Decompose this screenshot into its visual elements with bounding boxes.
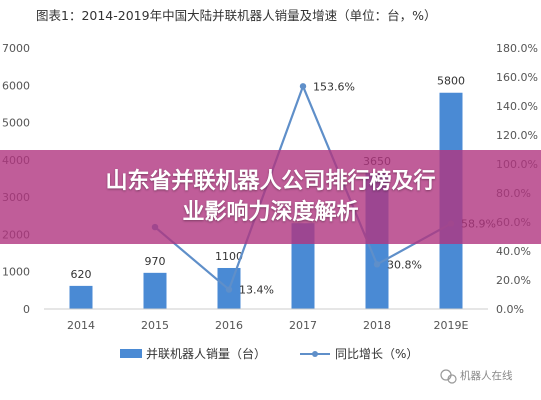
right-tick-label: 20.0%	[496, 274, 531, 287]
line-value-label: 13.4%	[239, 284, 274, 297]
bar	[291, 223, 315, 309]
right-tick-label: 180.0%	[496, 42, 538, 55]
x-tick-label: 2014	[67, 319, 95, 332]
line-point	[299, 83, 307, 90]
bar-value-label: 620	[71, 268, 92, 281]
wechat-icon	[440, 369, 457, 384]
bar	[143, 272, 167, 309]
bar	[69, 285, 93, 309]
line-value-label: 30.8%	[387, 258, 422, 271]
legend-line-label: 同比增长（%）	[335, 347, 418, 361]
x-tick-label: 2015	[141, 319, 169, 332]
legend-bar-label: 并联机器人销量（台）	[146, 346, 266, 361]
left-tick-label: 7000	[2, 42, 30, 55]
banner-line-1: 山东省并联机器人公司排行榜及行	[105, 169, 436, 194]
chart-title: 图表1：2014-2019年中国大陆并联机器人销量及增速（单位：台，%）	[36, 8, 436, 23]
right-tick-label: 120.0%	[496, 129, 538, 142]
bar-value-label: 1100	[215, 250, 243, 263]
bar-value-label: 970	[145, 255, 166, 268]
line-point	[373, 261, 381, 268]
title-banner: 山东省并联机器人公司排行榜及行 业影响力深度解析	[0, 150, 541, 244]
banner-line-2: 业影响力深度解析	[182, 200, 359, 225]
x-tick-label: 2016	[215, 319, 243, 332]
watermark: 机器人在线	[440, 369, 513, 384]
right-tick-label: 40.0%	[496, 245, 531, 258]
left-tick-label: 1000	[2, 266, 30, 279]
right-tick-label: 160.0%	[496, 71, 538, 84]
line-point	[225, 286, 233, 293]
x-tick-label: 2019E	[434, 319, 469, 332]
legend-line-marker	[312, 351, 318, 357]
left-tick-label: 6000	[2, 79, 30, 92]
right-tick-label: 0.0%	[496, 303, 524, 316]
left-tick-label: 0	[23, 303, 30, 316]
legend: 并联机器人销量（台） 同比增长（%）	[120, 346, 418, 361]
watermark-text: 机器人在线	[460, 369, 513, 382]
bar-value-label: 5800	[437, 75, 465, 88]
x-tick-label: 2017	[289, 319, 317, 332]
left-tick-label: 5000	[2, 117, 30, 130]
x-axis: 2014 2015 2016 2017 2018 2019E	[44, 308, 488, 332]
x-tick-label: 2018	[363, 319, 391, 332]
line-value-label: 153.6%	[313, 80, 355, 93]
right-tick-label: 140.0%	[496, 100, 538, 113]
legend-bar-swatch	[120, 349, 142, 358]
